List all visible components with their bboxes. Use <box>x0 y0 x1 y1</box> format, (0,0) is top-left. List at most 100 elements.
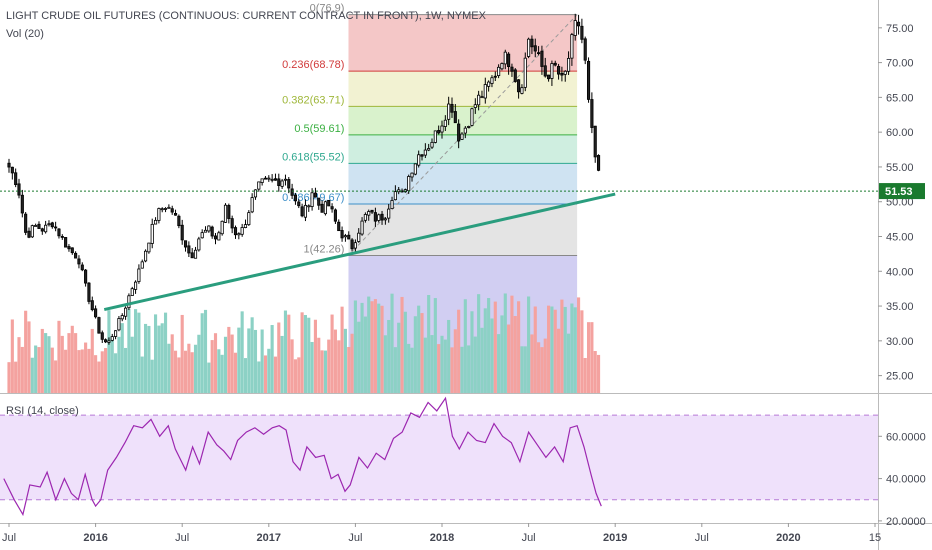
volume-bar <box>357 321 361 393</box>
candle <box>487 80 491 92</box>
volume-bars <box>7 293 601 393</box>
volume-bar <box>183 350 188 393</box>
volume-bar <box>240 311 244 393</box>
candle-body <box>47 223 51 226</box>
candle-body <box>150 223 154 244</box>
candle <box>443 115 447 131</box>
candle <box>576 14 581 35</box>
candle <box>270 174 274 183</box>
volume-bar <box>130 336 134 393</box>
candle <box>273 173 278 181</box>
volume-bar <box>84 342 88 393</box>
price-pane[interactable]: 0(76.9) 0.236(68.78) 0.382(63.71) 0.5(59.61… <box>0 3 878 393</box>
candle <box>263 176 268 180</box>
candle <box>383 217 387 225</box>
candle-body <box>160 208 164 211</box>
candle <box>84 268 88 287</box>
candle-body <box>147 242 151 253</box>
volume-bar <box>493 301 497 393</box>
candle-body <box>277 178 281 186</box>
candle-body <box>287 179 291 189</box>
candle <box>473 98 477 114</box>
candle-body <box>130 288 134 296</box>
candle-body <box>167 206 171 209</box>
candle-body <box>457 123 461 142</box>
volume-bar <box>483 308 487 393</box>
candle-body <box>217 232 221 241</box>
rsi-pane[interactable] <box>0 396 878 517</box>
candle-body <box>104 339 108 343</box>
volume-bar <box>47 336 51 393</box>
candle <box>533 38 537 58</box>
x-tick-label: 2020 <box>776 532 800 544</box>
candle-body <box>137 268 141 282</box>
candle-body <box>510 66 514 72</box>
price-y-tick-label: 40.00 <box>886 266 914 278</box>
volume-bar <box>400 296 404 393</box>
volume-bar <box>383 335 387 393</box>
candle-body <box>27 230 31 238</box>
volume-bar <box>343 328 347 393</box>
candle <box>60 234 64 240</box>
volume-bar <box>20 346 24 393</box>
candle-body <box>210 226 214 237</box>
candle-body <box>413 163 417 175</box>
candle-body <box>537 52 541 55</box>
candle-body <box>387 208 391 219</box>
candle <box>557 63 561 80</box>
volume-bar <box>70 325 74 393</box>
candle-body <box>463 127 467 134</box>
volume-bar <box>7 362 11 393</box>
candle-body <box>547 74 551 80</box>
volume-bar <box>207 362 211 393</box>
volume-bar <box>410 347 414 393</box>
volume-bar <box>317 337 321 393</box>
candle-body <box>553 62 557 66</box>
volume-bar <box>90 328 94 393</box>
volume-bar <box>140 356 144 393</box>
candle <box>280 178 284 189</box>
volume-bar <box>120 323 124 393</box>
candle <box>310 188 314 211</box>
candle-body <box>203 229 208 233</box>
candle <box>230 215 234 234</box>
volume-bar <box>237 327 241 393</box>
volume-bar <box>137 312 141 393</box>
candle-body <box>417 154 421 166</box>
candle-body <box>290 188 294 196</box>
candle <box>340 226 344 242</box>
candle <box>177 214 181 229</box>
volume-bar <box>480 327 484 393</box>
volume-bar <box>277 322 281 393</box>
volume-bar <box>14 361 18 393</box>
x-tick-label: 2019 <box>603 532 627 544</box>
candle <box>437 125 441 135</box>
candle <box>523 52 527 92</box>
candle-body <box>120 315 124 320</box>
candle <box>114 330 118 340</box>
candle-body <box>350 239 354 250</box>
candle <box>367 209 371 221</box>
volume-bar <box>310 341 314 393</box>
candle-body <box>337 221 341 232</box>
rsi-y-tick-label: 60.0000 <box>886 431 926 443</box>
volume-bar <box>330 314 334 393</box>
candle-body <box>87 282 91 302</box>
x-tick-label: 2016 <box>83 532 107 544</box>
candle <box>10 166 14 180</box>
candle-body <box>347 234 351 240</box>
fib-level-label: 1(42.26) <box>303 244 344 256</box>
candle-body <box>523 57 527 88</box>
volume-bar <box>127 308 131 393</box>
candle-body <box>323 201 327 215</box>
candle <box>120 313 124 322</box>
candle-body <box>84 269 88 284</box>
candle-body <box>420 154 424 157</box>
price-y-tick-label: 35.00 <box>886 301 914 313</box>
candle <box>317 197 321 210</box>
candle <box>480 90 484 99</box>
candle-body <box>60 236 64 238</box>
candle-body <box>14 172 18 185</box>
volume-bar <box>67 333 71 393</box>
